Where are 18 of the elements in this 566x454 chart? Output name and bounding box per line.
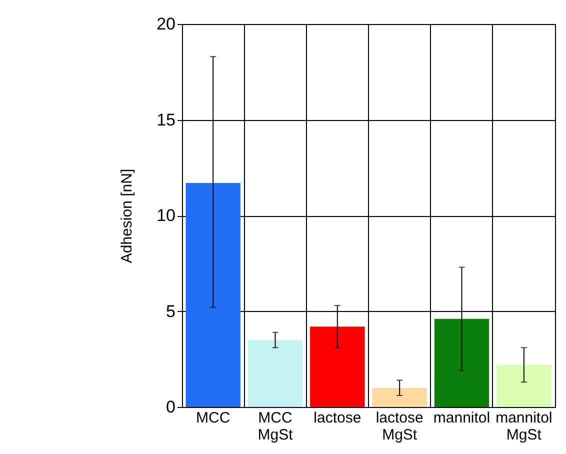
x-tick-label: mannitol	[433, 410, 490, 426]
x-tick-label: mannitol MgSt	[496, 410, 552, 444]
bar	[372, 388, 427, 407]
y-axis-title: Adhesion [nN]	[118, 168, 136, 264]
y-tick-label: 5	[166, 302, 176, 321]
bar	[186, 182, 240, 407]
x-tick-label: MCC MgSt	[258, 410, 294, 444]
y-tick-label: 0	[166, 398, 176, 416]
bar	[496, 364, 552, 407]
y-tick-label: 15	[156, 110, 176, 130]
bar	[310, 326, 365, 407]
y-tick-label: 20	[156, 14, 176, 34]
x-tick-label: lactose	[314, 410, 362, 426]
bar	[434, 318, 490, 407]
bar	[248, 340, 303, 407]
y-tick-label: 10	[156, 206, 176, 225]
x-tick-label: MCC	[196, 410, 230, 426]
x-tick-label: lactose MgSt	[376, 410, 424, 444]
